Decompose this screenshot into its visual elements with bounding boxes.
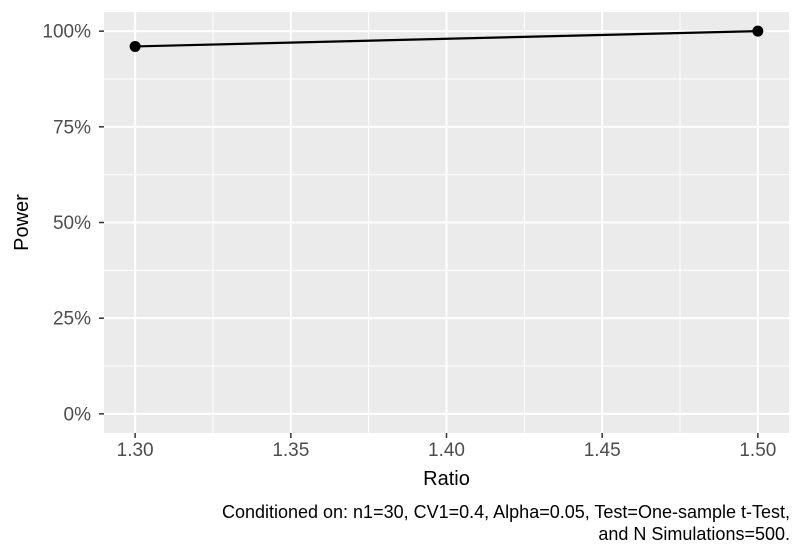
x-tick-label: 1.50	[739, 440, 776, 461]
x-tick-label: 1.35	[272, 440, 309, 461]
x-tick-label: 1.40	[428, 440, 465, 461]
caption-line: and N Simulations=500.	[598, 524, 790, 544]
y-tick-label: 25%	[53, 309, 91, 330]
y-tick-label: 75%	[53, 117, 91, 138]
data-point	[129, 40, 141, 52]
caption-line: Conditioned on: n1=30, CV1=0.4, Alpha=0.…	[222, 502, 790, 522]
y-tick-label: 100%	[42, 22, 91, 43]
y-tick-label: 50%	[53, 213, 91, 234]
data-point	[752, 25, 764, 37]
x-tick-label: 1.45	[584, 440, 621, 461]
y-tick-label: 0%	[64, 404, 92, 425]
x-axis-title: Ratio	[423, 468, 470, 490]
y-axis-title: Power	[11, 194, 33, 251]
power-line	[135, 30, 758, 48]
x-tick-label: 1.30	[117, 440, 154, 461]
